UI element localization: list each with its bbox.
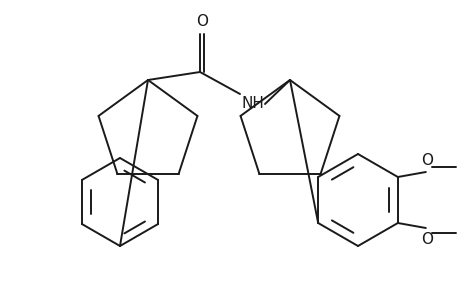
Text: O: O	[196, 14, 207, 29]
Text: O: O	[420, 232, 432, 247]
Text: O: O	[420, 153, 432, 168]
Text: NH: NH	[241, 96, 264, 111]
